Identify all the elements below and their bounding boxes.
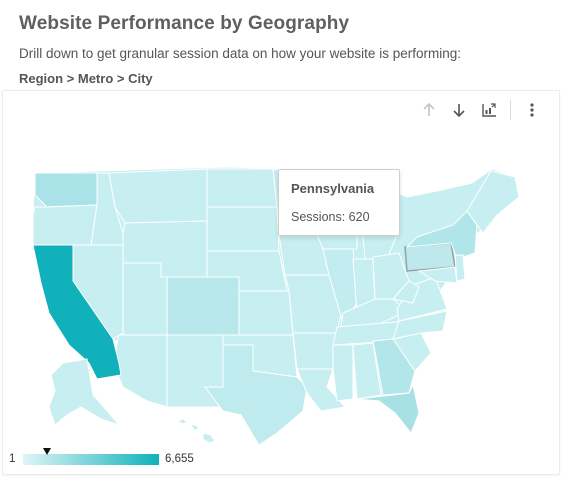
state-florida[interactable] — [356, 383, 420, 434]
state-utah[interactable] — [122, 262, 168, 336]
drill-chart-icon — [481, 103, 496, 117]
legend-gradient-bar — [23, 448, 159, 465]
drill-down-button[interactable] — [444, 97, 474, 123]
state-maryland[interactable] — [417, 266, 458, 284]
color-legend: 1 6,655 — [9, 448, 229, 469]
state-texas[interactable] — [204, 344, 308, 446]
legend-marker-icon — [43, 448, 51, 455]
tooltip-sessions: Sessions: 620 — [291, 210, 370, 224]
map-tooltip: Pennsylvania Sessions: 620 — [278, 169, 400, 236]
state-pennsylvania[interactable] — [404, 242, 456, 272]
arrow-up-icon — [423, 102, 435, 116]
state-colorado[interactable] — [166, 276, 240, 336]
state-west-virginia[interactable] — [392, 280, 420, 304]
state-new-england[interactable] — [466, 170, 520, 234]
more-options-button[interactable] — [517, 97, 547, 123]
expand-all-levels-button[interactable] — [474, 97, 504, 123]
map-toolbar — [414, 97, 547, 123]
state-alabama[interactable] — [352, 342, 382, 400]
state-california[interactable] — [32, 244, 122, 380]
toolbar-divider — [510, 100, 511, 120]
state-oregon[interactable] — [32, 204, 98, 246]
state-north-carolina[interactable] — [392, 310, 448, 340]
us-choropleth-map — [32, 166, 520, 446]
page-subtitle: Drill down to get granular session data … — [19, 46, 461, 61]
more-vert-icon — [530, 103, 534, 117]
header: Website Performance by Geography Drill d… — [19, 13, 549, 86]
state-arkansas[interactable] — [292, 332, 338, 370]
state-north-dakota[interactable] — [206, 168, 278, 208]
state-alaska[interactable] — [48, 358, 121, 427]
state-kansas[interactable] — [238, 290, 294, 336]
arrow-down-icon — [453, 104, 465, 118]
breadcrumb: Region > Metro > City — [19, 71, 153, 86]
geo-map-card: Pennsylvania Sessions: 620 1 6,655 — [2, 90, 560, 475]
state-georgia[interactable] — [372, 338, 416, 396]
state-new-jersey[interactable] — [454, 254, 466, 282]
legend-max-value: 6,655 — [165, 453, 194, 465]
tooltip-state-name: Pennsylvania — [291, 181, 375, 196]
state-new-york[interactable] — [405, 210, 478, 260]
page-title: Website Performance by Geography — [19, 13, 350, 34]
state-washington[interactable] — [34, 172, 98, 208]
state-arizona[interactable] — [112, 334, 168, 408]
state-mississippi[interactable] — [332, 344, 354, 402]
drill-up-button[interactable] — [414, 97, 444, 123]
legend-min-value: 1 — [9, 453, 16, 465]
state-hawaii[interactable] — [175, 418, 216, 444]
state-montana[interactable] — [108, 168, 208, 224]
state-south-dakota[interactable] — [206, 206, 280, 252]
